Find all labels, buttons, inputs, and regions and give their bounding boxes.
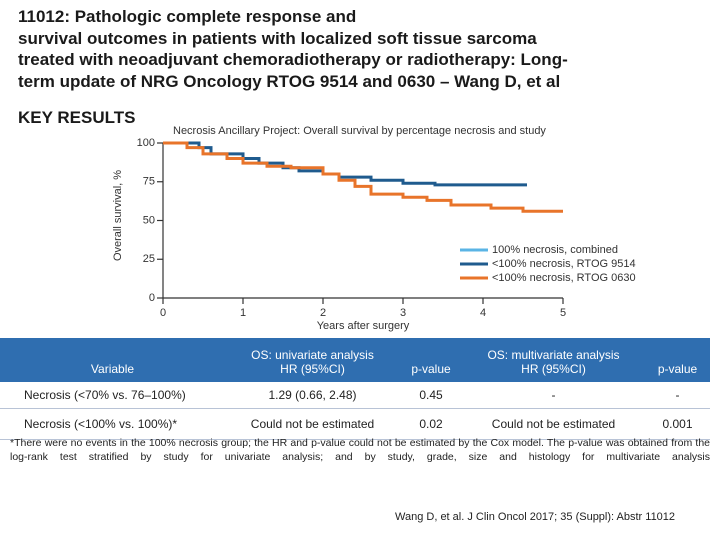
title-line: 11012: Pathologic complete response and [18, 7, 357, 26]
table-cell: 0.45 [400, 382, 462, 409]
citation: Wang D, et al. J Clin Oncol 2017; 35 (Su… [395, 511, 676, 523]
table-cell: Could not be estimated [462, 408, 645, 440]
header-text: Variable [90, 362, 135, 376]
survival-curve [163, 141, 563, 213]
table-cell: 0.001 [645, 408, 710, 440]
title-line: treated with neoadjuvant chemoradiothera… [18, 50, 568, 69]
table-cell: 0.02 [400, 408, 462, 440]
y-axis-label: Overall survival, % [112, 170, 124, 261]
table-row: Necrosis (<100% vs. 100%)* Could not be e… [0, 408, 710, 440]
table-cell: - [645, 382, 710, 409]
legend-label: <100% necrosis, RTOG 9514 [492, 258, 636, 270]
y-tick-label: 0 [149, 292, 155, 304]
results-table: Variable OS: univariate analysis HR (95%CI… [0, 338, 710, 440]
title-line: survival outcomes in patients with local… [18, 28, 537, 48]
table-cell: - [462, 382, 645, 409]
header-cell: p-value [400, 338, 462, 382]
survival-curve [163, 141, 527, 187]
y-tick-label: 75 [143, 176, 155, 188]
table-cell: Necrosis (<100% vs. 100%)* [0, 408, 225, 440]
y-tick-label: 50 [143, 214, 155, 226]
header-text: OS: univariate analysis [251, 348, 374, 362]
table-row: Necrosis (<70% vs. 76–100%) 1.29 (0.66, 2… [0, 382, 710, 409]
header-text: HR (95%CI) [280, 362, 345, 376]
legend-label: <100% necrosis, RTOG 0630 [492, 272, 636, 284]
footnote: *There were no events in the 100% necros… [10, 437, 710, 463]
table-cell: Could not be estimated [225, 408, 400, 440]
header-cell: Variable [0, 338, 225, 382]
section-label: KEY RESULTS [18, 108, 136, 127]
header-text: p-value [411, 362, 451, 376]
y-tick-label: 25 [143, 253, 155, 265]
header-text: HR (95%CI) [521, 362, 586, 376]
x-tick-label: 5 [560, 307, 566, 319]
title-line: term update of NRG Oncology RTOG 9514 an… [18, 71, 561, 91]
chart: Necrosis Ancillary Project: Overall surv… [112, 125, 636, 332]
y-tick-label: 100 [137, 137, 155, 149]
table-cell: 1.29 (0.66, 2.48) [225, 382, 400, 409]
x-tick-label: 2 [320, 307, 326, 319]
x-tick-label: 4 [480, 307, 486, 319]
chart-title: Necrosis Ancillary Project: Overall surv… [173, 125, 546, 137]
x-axis-label: Years after surgery [317, 320, 410, 332]
table-header: Variable OS: univariate analysis HR (95%CI… [0, 338, 710, 382]
legend-label: 100% necrosis, combined [492, 244, 618, 256]
x-tick-label: 3 [400, 307, 406, 319]
table-cell: Necrosis (<70% vs. 76–100%) [0, 382, 225, 409]
header-cell: OS: multivariate analysis HR (95%CI) [462, 338, 645, 382]
slide-title: 11012: Pathologic complete response and s… [18, 6, 708, 92]
header-text: OS: multivariate analysis [487, 348, 620, 362]
header-text: p-value [657, 362, 698, 376]
header-cell: p-value [645, 338, 710, 382]
header-cell: OS: univariate analysis HR (95%CI) [225, 338, 400, 382]
x-tick-label: 0 [160, 307, 166, 319]
x-tick-label: 1 [240, 307, 246, 319]
